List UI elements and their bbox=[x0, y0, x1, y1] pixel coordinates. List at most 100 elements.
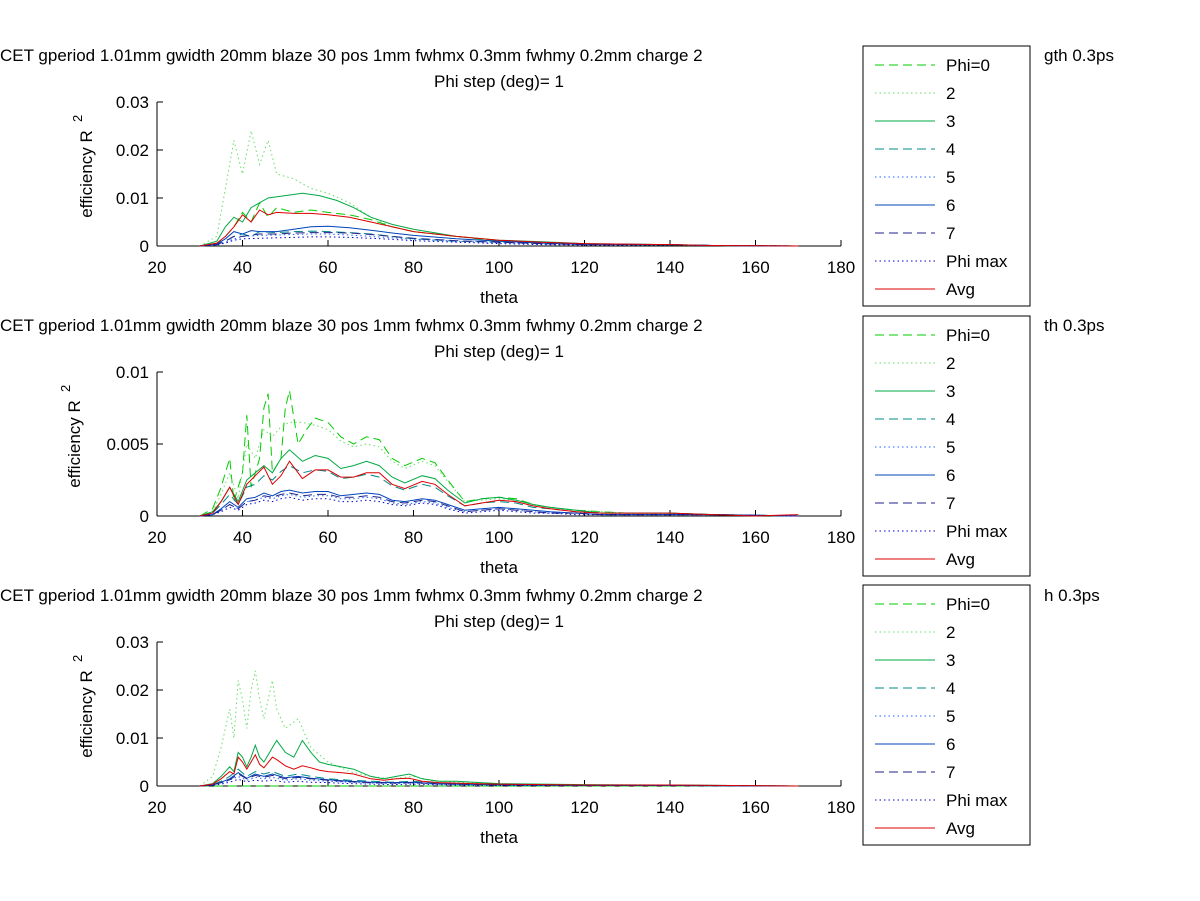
y-tick-label: 0 bbox=[140, 777, 149, 796]
chart-title-line1: CET gperiod 1.01mm gwidth 20mm blaze 30 … bbox=[0, 586, 703, 605]
series-line-6 bbox=[199, 489, 799, 517]
legend-entry-1: Phi=0 bbox=[946, 56, 990, 75]
x-tick-label: 80 bbox=[404, 798, 423, 817]
x-tick-label: 120 bbox=[570, 798, 598, 817]
legend-entry-4: 4 bbox=[946, 140, 955, 159]
x-tick-label: 60 bbox=[319, 528, 338, 547]
y-tick-label: 0.01 bbox=[116, 189, 149, 208]
x-tick-label: 20 bbox=[148, 798, 167, 817]
chart-title-line2: Phi step (deg)= 1 bbox=[434, 342, 564, 361]
chart-title-line1-tail: th 0.3ps bbox=[1044, 316, 1105, 335]
y-axis-label-superscript: 2 bbox=[58, 385, 73, 392]
series-line-7 bbox=[199, 492, 799, 517]
x-tick-label: 40 bbox=[233, 258, 252, 277]
y-tick-label: 0.02 bbox=[116, 141, 149, 160]
legend-entry-3: 3 bbox=[946, 651, 955, 670]
x-tick-label: 160 bbox=[741, 528, 769, 547]
legend-entry-4: 4 bbox=[946, 410, 955, 429]
legend-entry-7: 7 bbox=[946, 224, 955, 243]
legend: Phi=0 2 3 4 5 6 7 Phi max Avg bbox=[862, 315, 1031, 577]
legend-entry-1: Phi=0 bbox=[946, 326, 990, 345]
legend-entry-2: 2 bbox=[946, 623, 955, 642]
legend-entry-5: 5 bbox=[946, 438, 955, 457]
x-tick-label: 20 bbox=[148, 528, 167, 547]
subplot-1: 20 40 60 80 100 120 140 160 180 0 0.01 0.02 0.03 CET … bbox=[0, 45, 1114, 307]
x-tick-label: 100 bbox=[485, 798, 513, 817]
legend-box bbox=[862, 584, 1031, 846]
y-axis-label: efficiency R bbox=[77, 130, 96, 218]
legend: Phi=0 2 3 4 5 6 7 Phi max Avg bbox=[862, 584, 1031, 846]
x-tick-label: 60 bbox=[319, 258, 338, 277]
x-axis-label: theta bbox=[480, 828, 518, 847]
x-tick-label: 160 bbox=[741, 258, 769, 277]
y-tick-label: 0.005 bbox=[106, 435, 149, 454]
y-tick-label: 0 bbox=[140, 507, 149, 526]
y-tick-label: 0.01 bbox=[116, 729, 149, 748]
x-tick-label: 140 bbox=[656, 258, 684, 277]
x-tick-label: 180 bbox=[827, 258, 855, 277]
y-axis-label-superscript: 2 bbox=[70, 115, 85, 122]
legend-entry-5: 5 bbox=[946, 168, 955, 187]
series-line-2 bbox=[199, 130, 799, 247]
x-tick-label: 20 bbox=[148, 258, 167, 277]
legend-entry-8: Phi max bbox=[946, 791, 1008, 810]
x-tick-label: 80 bbox=[404, 258, 423, 277]
series-line-3 bbox=[199, 192, 799, 247]
legend-entry-6: 6 bbox=[946, 466, 955, 485]
legend-entry-8: Phi max bbox=[946, 252, 1008, 271]
legend-entry-3: 3 bbox=[946, 112, 955, 131]
y-tick-label: 0.01 bbox=[116, 363, 149, 382]
legend-entry-1: Phi=0 bbox=[946, 595, 990, 614]
series-line-3 bbox=[199, 739, 799, 787]
x-tick-label: 140 bbox=[656, 528, 684, 547]
legend-entry-9: Avg bbox=[946, 280, 975, 299]
series-line-7 bbox=[199, 232, 799, 247]
legend-box bbox=[862, 45, 1031, 307]
y-tick-label: 0.03 bbox=[116, 93, 149, 112]
chart-title-line2: Phi step (deg)= 1 bbox=[434, 72, 564, 91]
x-tick-label: 100 bbox=[485, 528, 513, 547]
chart-title-line2: Phi step (deg)= 1 bbox=[434, 612, 564, 631]
chart-title-line1: CET gperiod 1.01mm gwidth 20mm blaze 30 … bbox=[0, 316, 703, 335]
chart-title-line1-tail: gth 0.3ps bbox=[1044, 46, 1114, 65]
series-line-8 bbox=[199, 496, 799, 517]
x-axis-label: theta bbox=[480, 558, 518, 577]
y-axis-label-superscript: 2 bbox=[70, 655, 85, 662]
x-tick-label: 120 bbox=[570, 528, 598, 547]
x-tick-label: 40 bbox=[233, 798, 252, 817]
legend-entry-2: 2 bbox=[946, 84, 955, 103]
x-axis-label: theta bbox=[480, 288, 518, 307]
x-tick-label: 80 bbox=[404, 528, 423, 547]
x-tick-label: 140 bbox=[656, 798, 684, 817]
series-line-9 bbox=[199, 209, 799, 247]
x-tick-label: 120 bbox=[570, 258, 598, 277]
legend-entry-6: 6 bbox=[946, 196, 955, 215]
y-axis-label: efficiency R bbox=[77, 670, 96, 758]
subplot-3: 20 40 60 80 100 120 140 160 180 0 0.01 0.02 0.03 CET … bbox=[0, 584, 1100, 847]
series-line-7 bbox=[199, 773, 799, 787]
x-tick-label: 60 bbox=[319, 798, 338, 817]
legend-entry-7: 7 bbox=[946, 494, 955, 513]
series-line-9 bbox=[199, 460, 799, 517]
series-line-2 bbox=[199, 670, 799, 787]
legend-entry-8: Phi max bbox=[946, 522, 1008, 541]
legend-box bbox=[862, 315, 1031, 577]
x-tick-label: 160 bbox=[741, 798, 769, 817]
legend-entry-2: 2 bbox=[946, 354, 955, 373]
legend-entry-9: Avg bbox=[946, 550, 975, 569]
chart-title-line1: CET gperiod 1.01mm gwidth 20mm blaze 30 … bbox=[0, 46, 703, 65]
axes-box bbox=[156, 101, 842, 247]
legend: Phi=0 2 3 4 5 6 7 Phi max Avg bbox=[862, 45, 1031, 307]
x-tick-label: 100 bbox=[485, 258, 513, 277]
axes-box bbox=[156, 371, 842, 517]
y-axis-label: efficiency R bbox=[65, 400, 84, 488]
series-line-4 bbox=[199, 768, 799, 787]
legend-entry-3: 3 bbox=[946, 382, 955, 401]
series-line-9 bbox=[199, 753, 799, 787]
y-tick-label: 0.02 bbox=[116, 681, 149, 700]
y-tick-label: 0.03 bbox=[116, 633, 149, 652]
legend-entry-9: Avg bbox=[946, 819, 975, 838]
legend-entry-5: 5 bbox=[946, 707, 955, 726]
y-tick-label: 0 bbox=[140, 237, 149, 256]
chart-title-line1-tail: h 0.3ps bbox=[1044, 586, 1100, 605]
